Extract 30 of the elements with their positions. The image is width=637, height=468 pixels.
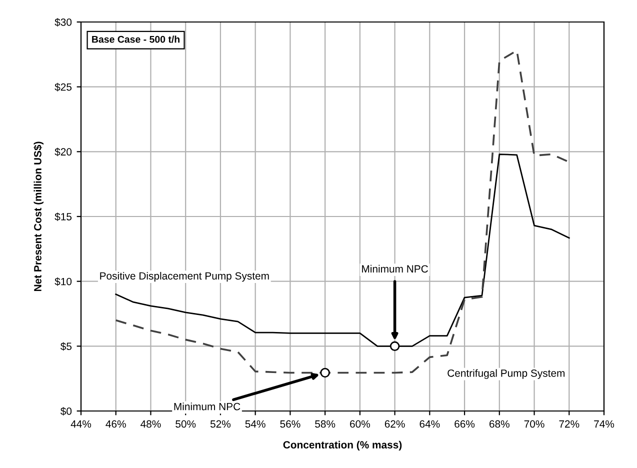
x-tick-label: 58% [315,420,336,428]
x-tick-label: 70% [524,420,544,428]
series-label: Centrifugal Pump System [448,369,565,379]
x-axis-title: Concentration (% mass) [283,440,402,451]
x-tick-label: 64% [420,420,440,428]
annotation: Minimum NPC [174,402,240,410]
y-tick-label: $5 [60,342,72,351]
x-tick-label: 48% [140,420,161,428]
x-tick-label: 50% [176,420,196,428]
y-tick-label: $0 [60,407,72,416]
y-tick-label: $10 [54,277,72,286]
series-label: Positive Displacement Pump System [100,272,269,282]
x-tick-label: 66% [454,420,475,428]
x-tick-label: 74% [594,420,614,428]
y-tick-label: $15 [54,212,72,221]
x-tick-label: 46% [106,420,126,428]
y-tick-label: $25 [54,82,72,92]
y-tick-label: $20 [54,148,72,156]
x-tick-label: 72% [559,420,580,428]
x-tick-label: 56% [280,420,300,428]
x-tick-label: 54% [245,420,266,428]
x-tick-label: 62% [384,420,405,428]
x-tick-label: 44% [70,420,92,428]
x-tick-label: 68% [490,420,510,428]
annotation: Base Case - 500 t/h [92,36,180,43]
y-tick-label: $30 [54,18,72,26]
x-tick-label: 60% [350,420,370,428]
annotation: Minimum NPC [362,264,428,273]
x-tick-label: 52% [210,420,231,428]
y-axis-title: Net Present Cost (million US$) [34,142,44,292]
